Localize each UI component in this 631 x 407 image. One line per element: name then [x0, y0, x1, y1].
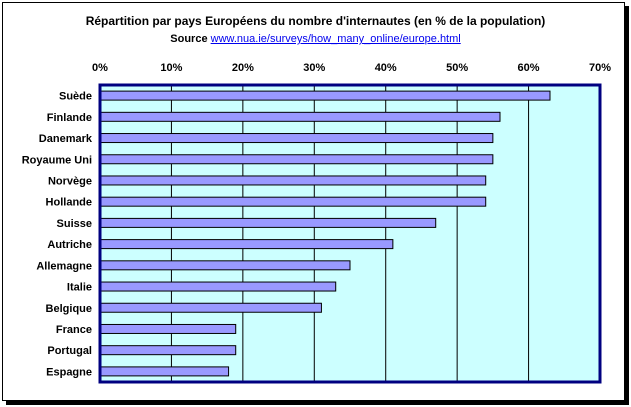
- category-labels: Suède Finlande Danemark Royaume Uni Norvège H…: [22, 91, 93, 379]
- plot-area: [100, 85, 600, 382]
- x-tick-label: 50%: [446, 62, 468, 74]
- category-label: Belgique: [46, 303, 92, 315]
- bar: [99, 217, 437, 228]
- chart-title: Répartition par pays Européens du nombre…: [85, 14, 546, 28]
- x-tick-label: 30%: [303, 62, 325, 74]
- x-tick-label: 40%: [375, 62, 397, 74]
- category-label: Suisse: [57, 218, 92, 230]
- bar: [99, 281, 337, 292]
- category-label: Norvège: [48, 175, 92, 187]
- category-label: Italie: [67, 282, 92, 294]
- x-tick-label: 10%: [160, 62, 182, 74]
- x-tick-label: 20%: [232, 62, 254, 74]
- category-label: France: [56, 324, 92, 336]
- bar: [99, 133, 494, 144]
- bar: [99, 239, 394, 250]
- category-label: Danemark: [39, 133, 93, 145]
- category-label: Suède: [59, 91, 92, 103]
- bar: [99, 90, 551, 101]
- category-label: Espagne: [46, 366, 92, 378]
- x-tick-label: 70%: [589, 62, 611, 74]
- category-label: Royaume Uni: [22, 154, 92, 166]
- x-tick-label: 0%: [92, 62, 108, 74]
- bar: [99, 175, 487, 186]
- plot-border: [98, 83, 602, 384]
- category-label: Portugal: [47, 345, 92, 357]
- bar: [99, 260, 351, 271]
- category-label: Allemagne: [36, 260, 92, 272]
- source-link[interactable]: www.nua.ie/surveys/how_many_online/europ…: [210, 33, 461, 45]
- bar: [99, 302, 322, 313]
- bar: [99, 323, 237, 334]
- bar: [99, 111, 501, 122]
- category-label: Autriche: [47, 239, 92, 251]
- bar: [99, 196, 487, 207]
- bar: [99, 154, 494, 165]
- category-label: Finlande: [47, 112, 92, 124]
- source-label: Source: [170, 33, 208, 45]
- chart-subtitle: Source www.nua.ie/surveys/how_many_onlin…: [0, 33, 631, 45]
- bar: [99, 366, 230, 377]
- x-tick-label: 60%: [518, 62, 540, 74]
- category-label: Hollande: [46, 197, 92, 209]
- bar: [99, 345, 237, 356]
- x-tick-labels: 0% 10% 20% 30% 40% 50% 60% 70%: [92, 62, 611, 74]
